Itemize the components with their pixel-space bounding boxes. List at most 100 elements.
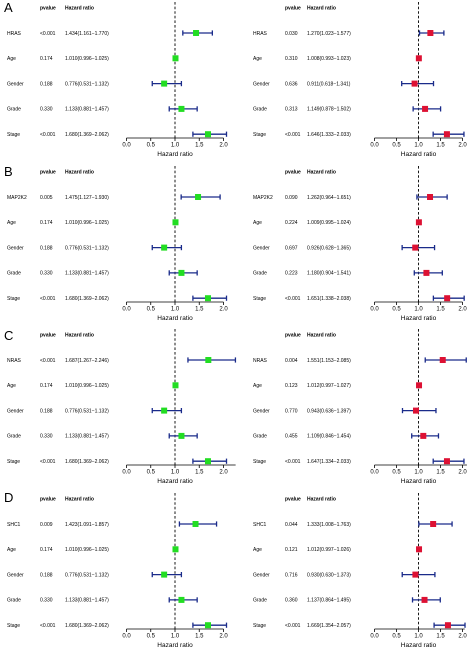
hr-point-hras	[427, 30, 434, 36]
row-label-nras: NRAS	[253, 358, 268, 364]
row-label-gender: Gender	[7, 245, 24, 251]
hr-point-nras	[439, 357, 446, 363]
row-pvalue-stage: <0.001	[285, 623, 301, 629]
x-axis-label-b-uni: Hazard ratio	[157, 315, 193, 322]
row-hr-text-stage: 1.669(1.354−2.057)	[307, 623, 351, 629]
x-tick-label-0-5: 0.5	[147, 470, 156, 476]
header-hazard-ratio: Hazard ratio	[65, 6, 94, 12]
hr-point-stage	[444, 622, 451, 629]
hr-point-gender	[411, 80, 418, 87]
row-hr-text-stage: 1.646(1.333−2.033)	[307, 132, 351, 138]
row-hr-text-shc1: 1.423(1.091−1.857)	[65, 522, 109, 528]
x-axis-label-d-uni: Hazard ratio	[157, 642, 193, 649]
row-label-stage: Stage	[253, 623, 266, 629]
row-pvalue-stage: <0.001	[285, 459, 301, 465]
hr-point-stage	[204, 131, 211, 138]
row-label-shc1: SHC1	[7, 522, 21, 528]
row-pvalue-age: 0.121	[285, 547, 298, 553]
panel-letter-c: C	[4, 328, 13, 343]
x-tick-label-2-0: 2.0	[219, 634, 228, 640]
row-label-gender: Gender	[7, 572, 24, 578]
row-pvalue-age: 0.174	[40, 547, 53, 553]
row-pvalue-gender: 0.697	[285, 245, 298, 251]
hr-point-age	[415, 219, 422, 226]
header-hazard-ratio: Hazard ratio	[65, 170, 94, 176]
row-label-age: Age	[253, 383, 262, 389]
header-hazard-ratio: Hazard ratio	[307, 497, 336, 503]
row-hr-text-age: 1.010(0.996−1.025)	[65, 383, 109, 389]
hr-point-age	[172, 55, 179, 62]
row-hr-text-shc1: 1.333(1.008−1.763)	[307, 522, 351, 528]
row-pvalue-gender: 0.188	[40, 572, 53, 578]
row-label-gender: Gender	[253, 408, 270, 414]
row-hr-text-grade: 1.137(0.864−1.495)	[307, 598, 351, 604]
row-pvalue-hras: <0.001	[40, 31, 56, 37]
row-pvalue-gender: 0.716	[285, 572, 298, 578]
header-pvalue: pvalue	[40, 170, 56, 176]
x-tick-label-0-5: 0.5	[392, 307, 401, 313]
row-label-age: Age	[7, 56, 16, 62]
x-tick-label-2-0: 2.0	[458, 307, 467, 313]
x-axis-label-d-multi: Hazard ratio	[401, 642, 437, 649]
row-hr-text-stage: 1.647(1.334−2.033)	[307, 459, 351, 465]
header-pvalue: pvalue	[285, 497, 301, 503]
row-hr-text-gender: 0.930(0.630−1.373)	[307, 572, 351, 578]
header-pvalue: pvalue	[40, 333, 56, 339]
hr-point-grade	[421, 596, 428, 603]
row-label-grade: Grade	[7, 271, 21, 277]
row-hr-text-grade: 1.133(0.881−1.457)	[65, 107, 109, 113]
row-label-gender: Gender	[7, 408, 24, 414]
row-hr-text-grade: 1.149(0.878−1.502)	[307, 107, 351, 113]
row-hr-text-grade: 1.133(0.881−1.457)	[65, 598, 109, 604]
hr-point-stage	[443, 131, 450, 138]
row-hr-text-map2k2: 1.262(0.964−1.651)	[307, 195, 351, 201]
row-label-age: Age	[7, 220, 16, 226]
hr-point-grade	[178, 269, 185, 276]
row-label-stage: Stage	[253, 296, 266, 302]
x-tick-label-1-0: 1.0	[171, 143, 180, 149]
row-pvalue-gender: 0.188	[40, 245, 53, 251]
header-hazard-ratio: Hazard ratio	[307, 333, 336, 339]
hr-point-gender	[412, 571, 419, 578]
row-pvalue-gender: 0.188	[40, 81, 53, 87]
x-tick-label-0-5: 0.5	[392, 634, 401, 640]
row-pvalue-nras: 0.004	[285, 358, 298, 364]
x-tick-label-0-5: 0.5	[147, 634, 156, 640]
x-tick-label-0-0: 0.0	[370, 634, 379, 640]
hr-point-grade	[423, 269, 430, 276]
row-pvalue-nras: <0.001	[40, 358, 56, 364]
row-hr-text-age: 1.010(0.996−1.025)	[65, 220, 109, 226]
row-pvalue-grade: 0.313	[285, 107, 298, 113]
hr-point-stage	[443, 458, 450, 465]
row-label-age: Age	[253, 220, 262, 226]
x-tick-label-1-5: 1.5	[195, 634, 204, 640]
x-axis-label-c-uni: Hazard ratio	[157, 478, 193, 485]
row-hr-text-stage: 1.680(1.369−2.062)	[65, 296, 109, 302]
x-tick-label-1-0: 1.0	[414, 470, 423, 476]
panel-letter-b: B	[4, 164, 13, 179]
x-tick-label-1-5: 1.5	[195, 143, 204, 149]
hr-point-shc1	[430, 521, 437, 527]
hr-point-age	[172, 219, 179, 226]
row-pvalue-age: 0.310	[285, 56, 298, 62]
row-pvalue-shc1: 0.044	[285, 522, 298, 528]
row-label-grade: Grade	[7, 598, 21, 604]
x-tick-label-0-5: 0.5	[147, 307, 156, 313]
row-pvalue-stage: <0.001	[40, 132, 56, 138]
hr-point-age	[416, 382, 423, 389]
row-pvalue-map2k2: 0.090	[285, 195, 298, 201]
row-pvalue-stage: <0.001	[285, 296, 301, 302]
row-pvalue-map2k2: 0.005	[40, 195, 53, 201]
x-tick-label-0-0: 0.0	[122, 307, 131, 313]
header-pvalue: pvalue	[285, 6, 301, 12]
row-hr-text-hras: 1.434(1.161−1.770)	[65, 31, 109, 37]
row-hr-text-gender: 0.943(0.636−1.397)	[307, 408, 351, 414]
row-pvalue-gender: 0.636	[285, 81, 298, 87]
row-pvalue-grade: 0.223	[285, 271, 298, 277]
hr-point-gender	[161, 571, 168, 578]
row-label-gender: Gender	[7, 81, 24, 87]
row-hr-text-stage: 1.680(1.369−2.062)	[65, 132, 109, 138]
hr-point-age	[416, 546, 423, 553]
hr-point-age	[172, 546, 179, 553]
row-pvalue-grade: 0.330	[40, 434, 53, 440]
